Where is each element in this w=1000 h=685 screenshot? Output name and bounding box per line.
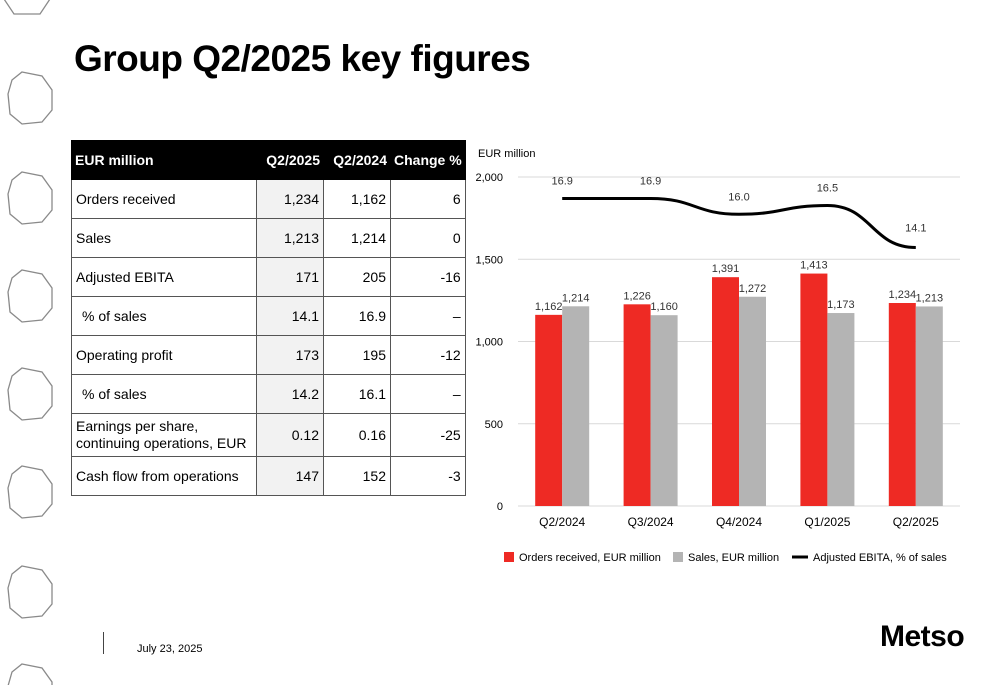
cell-q2-2025: 14.1 [256, 296, 324, 336]
cell-q2-2024: 16.9 [323, 296, 391, 336]
row-label: Operating profit [71, 335, 257, 375]
y-tick-label: 2,000 [475, 172, 503, 184]
cell-change: -12 [390, 335, 466, 375]
bar-orders [888, 303, 916, 506]
cell-q2-2024: 0.16 [323, 413, 391, 457]
bar-sales [562, 306, 590, 506]
row-label: Sales [71, 218, 257, 258]
x-tick-label: Q3/2024 [628, 515, 674, 529]
cell-change: – [390, 296, 466, 336]
cell-q2-2025: 173 [256, 335, 324, 375]
chart-bars [535, 273, 943, 506]
data-label-sales: 1,214 [562, 292, 590, 304]
column-header: Change % [390, 140, 466, 180]
x-tick-label: Q4/2024 [716, 515, 762, 529]
x-tick-label: Q1/2025 [804, 515, 850, 529]
cell-q2-2025: 171 [256, 257, 324, 297]
page-title: Group Q2/2025 key figures [74, 38, 531, 79]
legend-label-sales: Sales, EUR million [688, 552, 779, 564]
data-label-orders: 1,162 [535, 301, 563, 313]
chart-line [562, 197, 916, 249]
bar-orders [623, 304, 651, 506]
legend-swatch-sales [673, 552, 683, 562]
column-header: Q2/2024 [323, 140, 391, 180]
key-figures-table: EUR million Q2/2025 Q2/2024 Change % Ord… [71, 140, 466, 496]
cell-q2-2024: 16.1 [323, 374, 391, 414]
metso-logo: Metso [880, 620, 965, 653]
cell-q2-2025: 147 [256, 456, 324, 496]
cell-q2-2025: 14.2 [256, 374, 324, 414]
bar-sales [827, 313, 855, 506]
footer-divider [103, 632, 104, 654]
data-label-ebita: 16.5 [817, 183, 838, 195]
footer-date: July 23, 2025 [137, 643, 203, 655]
cell-change: -16 [390, 257, 466, 297]
y-tick-label: 500 [485, 419, 503, 431]
table-row: Orders received 1,234 1,162 6 [71, 179, 466, 219]
table-row: Cash flow from operations 147 152 -3 [71, 456, 466, 496]
orders-sales-chart: EUR million 0 500 1,000 1,500 2,000 Q2/2024 Q3/… [475, 148, 960, 564]
bar-sales [739, 296, 766, 506]
bar-orders [535, 314, 563, 506]
data-label-orders: 1,413 [800, 260, 828, 272]
ebita-line [562, 197, 916, 249]
cell-q2-2024: 1,162 [323, 179, 391, 219]
row-label: Cash flow from operations [71, 456, 257, 496]
bar-orders [800, 273, 828, 506]
legend-label-ebita: Adjusted EBITA, % of sales [813, 552, 947, 564]
data-label-ebita: 16.9 [551, 176, 572, 188]
cell-change: -25 [390, 413, 466, 457]
data-label-orders: 1,391 [712, 263, 740, 275]
cell-change: -3 [390, 456, 466, 496]
table-header-row: EUR million Q2/2025 Q2/2024 Change % [71, 140, 466, 180]
bar-sales [650, 315, 678, 506]
y-axis-unit-label: EUR million [478, 148, 535, 160]
decorative-octagons [3, 0, 53, 685]
table-row: % of sales 14.1 16.9 – [71, 296, 466, 336]
cell-change: – [390, 374, 466, 414]
y-tick-label: 0 [497, 501, 503, 513]
cell-q2-2025: 1,213 [256, 218, 324, 258]
y-tick-label: 1,500 [475, 254, 503, 266]
data-label-orders: 1,234 [889, 289, 917, 301]
cell-q2-2024: 152 [323, 456, 391, 496]
chart-legend: Orders received, EUR million Sales, EUR m… [504, 552, 947, 564]
row-label: Adjusted EBITA [71, 257, 257, 297]
data-label-ebita: 14.1 [905, 223, 926, 235]
table-row: Sales 1,213 1,214 0 [71, 218, 466, 258]
chart-labels: EUR million 0 500 1,000 1,500 2,000 Q2/2024 Q3/… [475, 148, 943, 529]
cell-change: 6 [390, 179, 466, 219]
data-label-ebita: 16.0 [728, 191, 749, 203]
x-tick-label: Q2/2025 [893, 515, 939, 529]
cell-q2-2024: 195 [323, 335, 391, 375]
table-row: Earnings per share, continuing operation… [71, 413, 466, 457]
data-label-ebita: 16.9 [640, 176, 661, 188]
y-tick-label: 1,000 [475, 337, 503, 349]
bar-orders [712, 277, 739, 506]
data-label-sales: 1,160 [650, 301, 678, 313]
cell-change: 0 [390, 218, 466, 258]
bar-sales [915, 306, 943, 506]
row-label: % of sales [71, 296, 257, 336]
table-row: % of sales 14.2 16.1 – [71, 374, 466, 414]
data-label-orders: 1,226 [623, 290, 651, 302]
data-label-sales: 1,173 [827, 299, 855, 311]
column-header: Q2/2025 [256, 140, 324, 180]
cell-q2-2025: 1,234 [256, 179, 324, 219]
data-label-sales: 1,272 [739, 283, 767, 295]
legend-swatch-orders [504, 552, 514, 562]
table-row: Operating profit 173 195 -12 [71, 335, 466, 375]
data-label-sales: 1,213 [916, 292, 944, 304]
row-label: Earnings per share, continuing operation… [71, 413, 257, 457]
table-row: Adjusted EBITA 171 205 -16 [71, 257, 466, 297]
legend-label-orders: Orders received, EUR million [519, 552, 661, 564]
row-label: % of sales [71, 374, 257, 414]
row-label: Orders received [71, 179, 257, 219]
cell-q2-2024: 205 [323, 257, 391, 297]
x-tick-label: Q2/2024 [539, 515, 585, 529]
column-header: EUR million [71, 140, 257, 180]
cell-q2-2024: 1,214 [323, 218, 391, 258]
cell-q2-2025: 0.12 [256, 413, 324, 457]
